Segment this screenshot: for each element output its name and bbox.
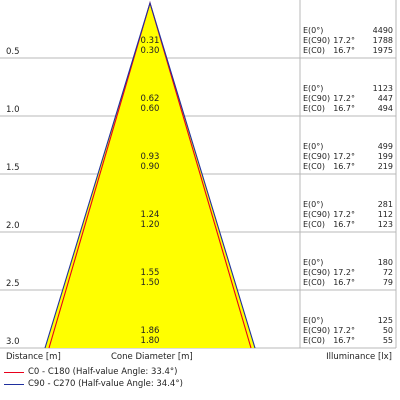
diameter-label-c0: 1.24 <box>141 210 160 220</box>
illuminance-label-e0: E(0°) <box>303 200 323 209</box>
illuminance-label-e0: E(0°) <box>303 258 323 267</box>
illuminance-angle-c0: 16.7° <box>333 220 355 229</box>
illuminance-label-e0: E(0°) <box>303 316 323 325</box>
diameter-label-c0: 0.62 <box>141 94 160 104</box>
illuminance-value-e0: 499 <box>378 142 393 151</box>
illuminance-angle-c0: 16.7° <box>333 104 355 113</box>
illuminance-value-ec0: 219 <box>378 162 393 171</box>
cone-fill <box>45 3 255 348</box>
distance-tick-label: 1.5 <box>6 163 20 173</box>
illuminance-value-ec90: 199 <box>378 152 393 161</box>
illuminance-value-e0: 4490 <box>373 26 393 35</box>
legend-label-c0: C0 - C180 (Half-value Angle: 33.4°) <box>28 367 178 377</box>
illuminance-label-e0: E(0°) <box>303 26 323 35</box>
legend-swatch-c0 <box>4 371 24 373</box>
illuminance-label-ec0: E(C0) <box>303 336 325 345</box>
diameter-label-c90: 0.30 <box>141 46 160 56</box>
legend-label-c90: C90 - C270 (Half-value Angle: 34.4°) <box>28 379 183 389</box>
diameter-label-c0: 0.31 <box>141 36 160 46</box>
illuminance-label-ec90: E(C90) <box>303 210 330 219</box>
legend-item-c90: C90 - C270 (Half-value Angle: 34.4°) <box>4 379 183 389</box>
illuminance-value-ec0: 123 <box>378 220 393 229</box>
illuminance-label-e0: E(0°) <box>303 84 323 93</box>
illuminance-label-ec90: E(C90) <box>303 94 330 103</box>
distance-tick-label: 0.5 <box>6 47 20 57</box>
distance-tick-label: 2.5 <box>6 279 20 289</box>
illuminance-value-ec90: 112 <box>378 210 393 219</box>
diameter-label-c0: 1.86 <box>141 326 160 336</box>
distance-tick-label: 2.0 <box>6 221 20 231</box>
diameter-label-c90: 1.50 <box>141 278 160 288</box>
illuminance-value-ec0: 1975 <box>373 46 393 55</box>
illuminance-label-ec0: E(C0) <box>303 46 325 55</box>
illuminance-label-ec0: E(C0) <box>303 278 325 287</box>
illuminance-value-ec90: 1788 <box>373 36 393 45</box>
illuminance-angle-c90: 17.2° <box>333 210 355 219</box>
diameter-label-c90: 1.20 <box>141 220 160 230</box>
illuminance-label-ec90: E(C90) <box>303 36 330 45</box>
illuminance-angle-c0: 16.7° <box>333 278 355 287</box>
diameter-axis-label: Cone Diameter [m] <box>111 352 193 362</box>
illuminance-label-ec0: E(C0) <box>303 104 325 113</box>
cone-outline-c90 <box>44 1 256 349</box>
illuminance-label-e0: E(0°) <box>303 142 323 151</box>
distance-tick-label: 1.0 <box>6 105 20 115</box>
diameter-label-c0: 1.55 <box>141 268 160 278</box>
distance-axis-label: Distance [m] <box>6 352 61 362</box>
illuminance-value-ec0: 494 <box>378 104 393 113</box>
illuminance-angle-c0: 16.7° <box>333 336 355 345</box>
illuminance-value-ec90: 50 <box>383 326 393 335</box>
illuminance-label-ec90: E(C90) <box>303 152 330 161</box>
illuminance-value-ec90: 447 <box>378 94 393 103</box>
illuminance-value-e0: 1123 <box>373 84 393 93</box>
diameter-label-c90: 0.90 <box>141 162 160 172</box>
illuminance-value-e0: 281 <box>378 200 393 209</box>
cone-chart-svg: 0.5 1.0 1.5 2.0 2.5 3.0 0.310.30 0.620.60 0.930.… <box>0 0 397 349</box>
diameter-label-c90: 0.60 <box>141 104 160 114</box>
illuminance-angle-c0: 16.7° <box>333 162 355 171</box>
illuminance-angle-c90: 17.2° <box>333 94 355 103</box>
illuminance-angle-c90: 17.2° <box>333 152 355 161</box>
illuminance-value-ec0: 79 <box>383 278 393 287</box>
diameter-label-c90: 1.80 <box>141 336 160 346</box>
illuminance-angle-c90: 17.2° <box>333 36 355 45</box>
illuminance-angle-c90: 17.2° <box>333 268 355 277</box>
illuminance-label-ec0: E(C0) <box>303 162 325 171</box>
illuminance-label-ec90: E(C90) <box>303 326 330 335</box>
illuminance-angle-c0: 16.7° <box>333 46 355 55</box>
diameter-label-c0: 0.93 <box>141 152 160 162</box>
legend-item-c0: C0 - C180 (Half-value Angle: 33.4°) <box>4 367 178 377</box>
legend-swatch-c90 <box>4 383 24 385</box>
illuminance-label-ec0: E(C0) <box>303 220 325 229</box>
illuminance-value-ec90: 72 <box>383 268 393 277</box>
illuminance-value-e0: 180 <box>378 258 393 267</box>
distance-tick-label: 3.0 <box>6 337 20 347</box>
illuminance-value-ec0: 55 <box>383 336 393 345</box>
illuminance-angle-c90: 17.2° <box>333 326 355 335</box>
illuminance-value-e0: 125 <box>378 316 393 325</box>
illuminance-axis-label: Illuminance [lx] <box>326 352 392 362</box>
illuminance-label-ec90: E(C90) <box>303 268 330 277</box>
